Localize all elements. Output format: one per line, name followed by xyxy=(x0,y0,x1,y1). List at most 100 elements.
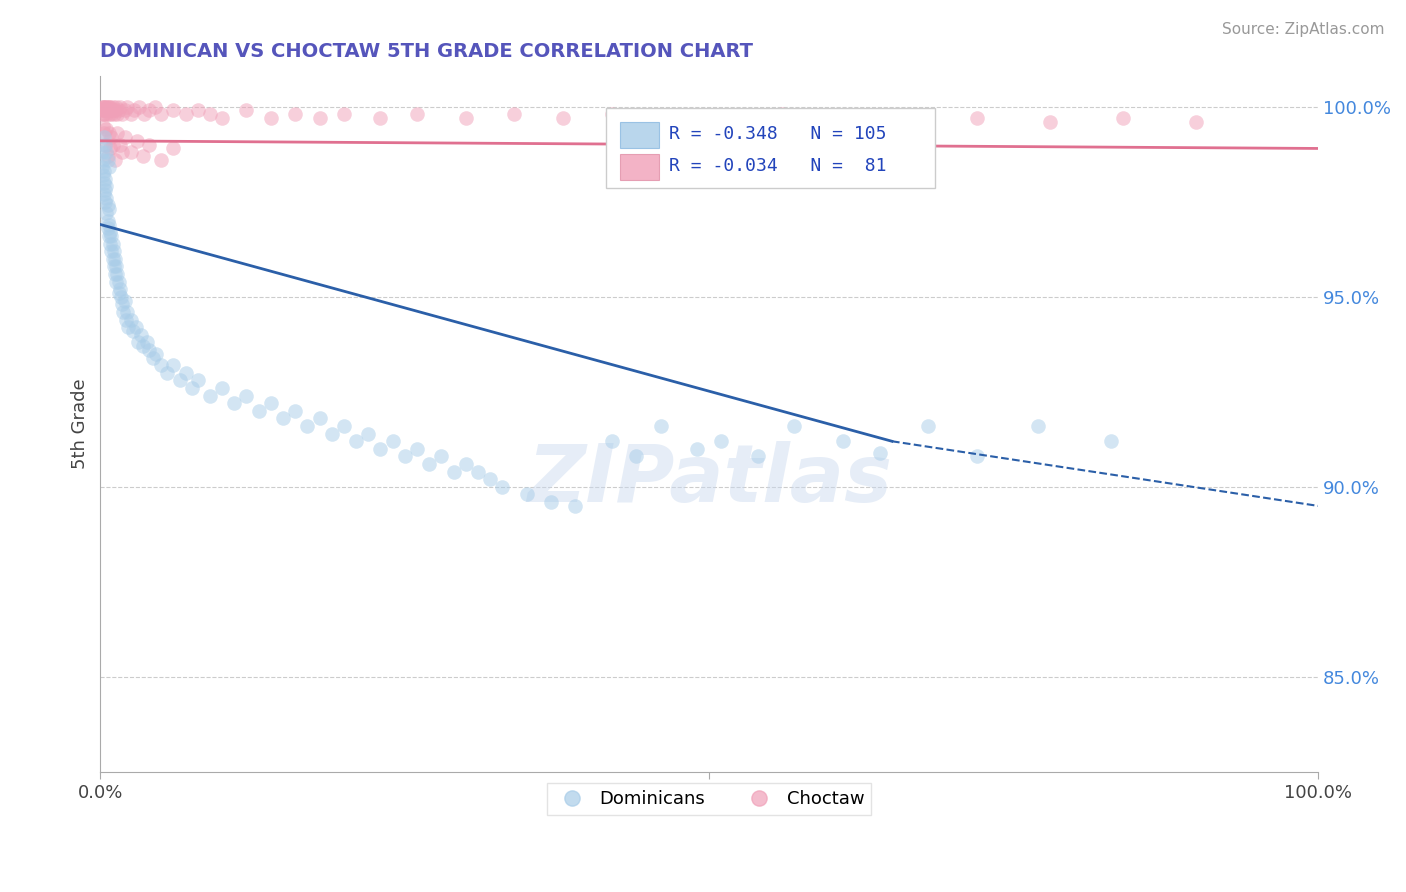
Point xyxy=(966,450,988,464)
Point xyxy=(479,472,502,486)
Point xyxy=(124,320,146,334)
Point xyxy=(91,107,114,121)
Point xyxy=(120,107,142,121)
Point xyxy=(105,107,128,121)
Bar xyxy=(620,153,659,180)
Point xyxy=(105,260,128,274)
Point xyxy=(169,373,191,387)
Point xyxy=(110,290,132,304)
Text: R = -0.348   N = 105: R = -0.348 N = 105 xyxy=(669,125,887,143)
Point xyxy=(94,172,117,186)
Point xyxy=(198,389,221,403)
Point xyxy=(101,236,124,251)
Point xyxy=(260,396,283,410)
Point xyxy=(247,404,270,418)
Point xyxy=(260,111,283,125)
Point xyxy=(150,358,173,372)
Point xyxy=(105,275,128,289)
Point xyxy=(1026,419,1049,434)
Point xyxy=(710,111,733,125)
Point xyxy=(96,122,118,136)
Point xyxy=(91,153,114,167)
Point xyxy=(893,115,915,129)
Point xyxy=(454,457,477,471)
Point xyxy=(1185,115,1208,129)
Point xyxy=(467,465,489,479)
Point xyxy=(105,100,128,114)
Bar xyxy=(620,121,659,148)
Point xyxy=(443,465,465,479)
Point xyxy=(134,107,156,121)
Point xyxy=(430,450,453,464)
Point xyxy=(127,335,149,350)
Point xyxy=(406,107,429,121)
Point xyxy=(100,244,122,259)
Point xyxy=(211,111,233,125)
Point xyxy=(98,225,121,239)
Point xyxy=(125,134,148,148)
Point xyxy=(138,103,160,118)
Point xyxy=(235,103,257,118)
Point xyxy=(98,100,121,114)
Point xyxy=(107,285,129,300)
Point xyxy=(93,100,115,114)
Point xyxy=(224,396,246,410)
Point xyxy=(115,100,138,114)
Point xyxy=(869,445,891,459)
Point xyxy=(333,419,356,434)
Point xyxy=(97,213,120,227)
Point xyxy=(97,161,120,175)
Point xyxy=(104,267,127,281)
Point xyxy=(105,267,128,281)
Point xyxy=(104,153,127,167)
Point xyxy=(94,137,117,152)
Point xyxy=(111,107,134,121)
Point xyxy=(98,236,121,251)
Point xyxy=(96,191,118,205)
Point xyxy=(333,107,356,121)
Point xyxy=(90,161,112,175)
Point xyxy=(97,149,120,163)
Point xyxy=(211,381,233,395)
Point xyxy=(97,100,120,114)
Point xyxy=(111,297,134,311)
Point xyxy=(321,426,343,441)
Point xyxy=(710,434,733,449)
Point xyxy=(120,312,142,326)
Point xyxy=(93,126,115,140)
Point xyxy=(114,130,136,145)
Point xyxy=(93,164,115,178)
Point xyxy=(111,145,134,160)
Point xyxy=(97,221,120,235)
Point xyxy=(114,293,136,308)
Point xyxy=(503,107,526,121)
Point xyxy=(96,206,118,220)
Point xyxy=(138,137,160,152)
Point xyxy=(357,426,380,441)
Point xyxy=(96,145,118,160)
Point xyxy=(97,103,120,118)
Point xyxy=(90,103,112,118)
Point xyxy=(98,103,121,118)
Point xyxy=(124,103,146,118)
Point xyxy=(100,228,122,243)
Point xyxy=(143,100,166,114)
Point xyxy=(114,103,136,118)
Point xyxy=(271,411,294,425)
Point xyxy=(91,100,114,114)
Point xyxy=(832,111,855,125)
Point xyxy=(117,320,139,334)
Point xyxy=(180,381,202,395)
Point xyxy=(97,107,120,121)
Point xyxy=(284,107,307,121)
Point xyxy=(150,107,173,121)
Point xyxy=(770,107,793,121)
Point xyxy=(101,100,124,114)
Point xyxy=(1112,111,1135,125)
Point xyxy=(917,419,939,434)
Point xyxy=(516,487,538,501)
Point xyxy=(135,335,157,350)
Point xyxy=(100,130,122,145)
Point xyxy=(145,347,167,361)
Point xyxy=(1039,115,1062,129)
